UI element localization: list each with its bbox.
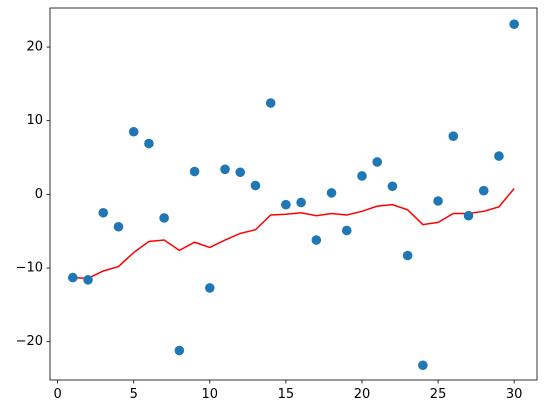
plot-area <box>68 19 519 371</box>
axes-frame <box>49 7 538 381</box>
scatter-point <box>509 19 519 30</box>
scatter-point <box>281 199 291 210</box>
y-tick-label: −10 <box>16 261 43 276</box>
x-tick-label: 25 <box>430 387 447 402</box>
scatter-point <box>387 181 398 192</box>
trend-line <box>72 187 515 280</box>
scatter-point <box>341 225 352 236</box>
scatter-point <box>144 138 154 149</box>
x-tick-label: 5 <box>130 387 138 402</box>
x-tick-marks <box>57 380 515 384</box>
scatter-point <box>189 166 200 177</box>
x-tick-label: 15 <box>278 387 295 402</box>
scatter-point <box>83 275 93 285</box>
scatter-point <box>235 167 246 178</box>
y-tick-marks <box>46 46 50 343</box>
scatter-point <box>174 345 185 356</box>
scatter-point <box>128 126 139 137</box>
y-tick-labels: −20 −10 0 10 20 <box>16 40 43 350</box>
y-tick-label: −20 <box>16 334 43 349</box>
scatter-point <box>402 250 413 261</box>
y-tick-label: 0 <box>35 187 43 202</box>
scatter-point <box>204 283 215 293</box>
y-tick-label: 20 <box>26 40 43 55</box>
scatter-point <box>68 272 78 283</box>
scatter-point <box>113 221 124 232</box>
scatter-point <box>326 188 337 198</box>
x-tick-label: 30 <box>506 387 523 402</box>
y-tick-label: 10 <box>26 113 43 128</box>
scatter-point <box>265 98 276 108</box>
scatter-point <box>448 131 459 141</box>
scatter-point <box>250 180 261 191</box>
scatter-point <box>372 157 383 167</box>
scatter-point <box>463 210 474 221</box>
scatter-point <box>220 164 230 175</box>
scatter-point <box>478 185 489 196</box>
scatter-point <box>357 171 367 181</box>
scatter-point <box>159 213 169 223</box>
x-tick-label: 0 <box>53 387 61 402</box>
scatter-point <box>311 235 322 245</box>
scatter-point <box>494 151 504 161</box>
scatter-point <box>296 197 306 208</box>
x-tick-label: 20 <box>354 387 371 402</box>
scatter-point <box>418 360 428 371</box>
x-tick-label: 10 <box>202 387 219 402</box>
scatter-points <box>68 19 519 371</box>
x-tick-labels: 0 5 10 15 20 25 30 <box>53 387 522 402</box>
scatter-point <box>98 207 109 218</box>
scatter-point <box>433 196 443 206</box>
